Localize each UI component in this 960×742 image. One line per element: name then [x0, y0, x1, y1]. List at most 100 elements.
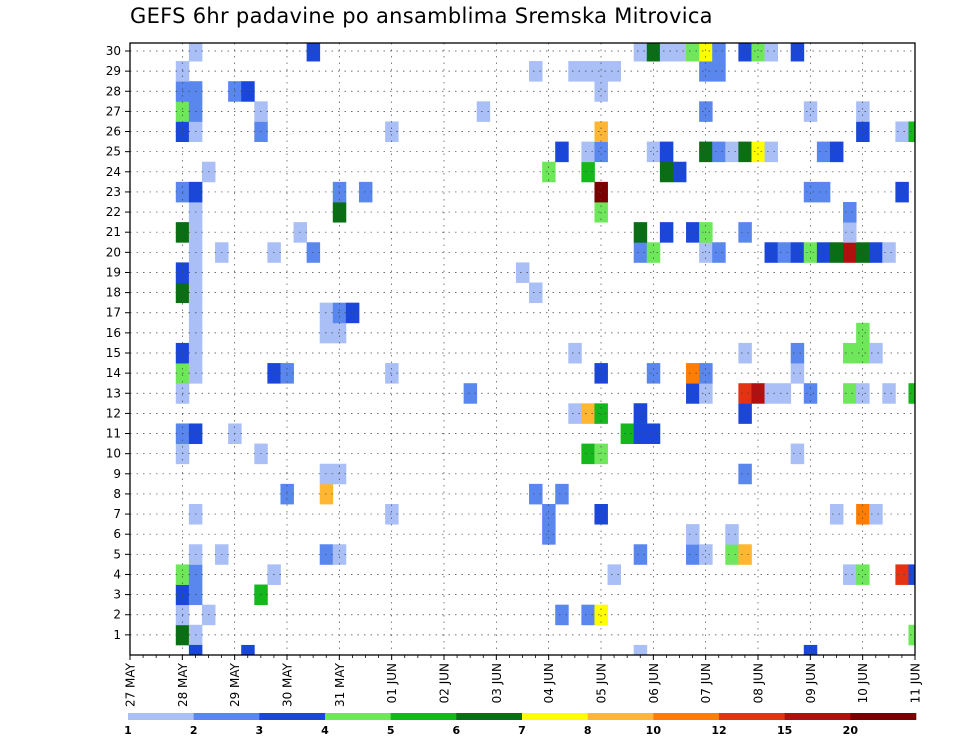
- chart-title: GEFS 6hr padavine po ansamblima Sremska …: [130, 4, 713, 28]
- precip-cell: [699, 544, 713, 565]
- precip-cell: [829, 141, 844, 163]
- precip-cell: [646, 141, 661, 163]
- precip-cell: [790, 43, 805, 62]
- x-tick-label: 28 MAY: [176, 662, 190, 707]
- precip-cell: [764, 43, 779, 62]
- precip-cell: [699, 242, 713, 263]
- precip-cell: [777, 242, 792, 263]
- x-tick-label: 04 JUN: [542, 663, 556, 703]
- y-tick-label: 23: [106, 185, 121, 199]
- legend-label: 2: [190, 724, 198, 737]
- precip-cell: [542, 504, 556, 525]
- precip-cell: [568, 342, 582, 364]
- precip-cell: [581, 61, 595, 82]
- precip-cell: [843, 383, 857, 404]
- precip-cell: [856, 242, 870, 263]
- precip-cell: [568, 61, 582, 82]
- precip-cell: [607, 61, 622, 82]
- precip-cell: [738, 544, 752, 565]
- y-tick-label: 7: [113, 507, 121, 521]
- precip-cell: [738, 43, 752, 62]
- precip-cell: [764, 141, 779, 163]
- y-tick-label: 9: [113, 467, 121, 481]
- legend-label: 6: [453, 724, 461, 737]
- precip-cell: [882, 383, 896, 404]
- precip-cell: [581, 403, 595, 424]
- precip-cell: [646, 242, 661, 263]
- precip-cell: [241, 644, 255, 656]
- precip-cell: [790, 443, 805, 465]
- precip-cell: [843, 222, 857, 243]
- precip-cell: [895, 121, 909, 142]
- y-axis: 1234567891011121314151617181920212223242…: [106, 44, 130, 642]
- precip-cell: [699, 43, 713, 62]
- legend: 1 2 3 4 5 6 7 8 10 12 15 20: [124, 713, 917, 737]
- precip-cell: [725, 544, 739, 565]
- precip-cell: [555, 604, 569, 626]
- precip-cell: [803, 181, 818, 203]
- precip-cell: [633, 644, 648, 656]
- legend-label: 8: [584, 724, 592, 737]
- precip-cell: [816, 141, 831, 163]
- precip-cell: [856, 504, 870, 525]
- precip-cell: [712, 43, 726, 62]
- precip-cell: [908, 383, 916, 404]
- precip-cell: [686, 524, 700, 545]
- x-tick-label: 01 JUN: [385, 663, 399, 703]
- y-tick-label: 16: [106, 326, 121, 340]
- y-tick-label: 26: [106, 125, 121, 139]
- y-tick-label: 12: [106, 406, 121, 420]
- y-tick-label: 19: [106, 265, 121, 279]
- precip-cell: [790, 363, 805, 384]
- precip-cell: [542, 524, 556, 545]
- y-tick-label: 5: [113, 547, 121, 561]
- precip-cell: [633, 242, 648, 263]
- y-tick-label: 27: [106, 104, 121, 118]
- y-tick-label: 25: [106, 145, 121, 159]
- legend-label: 4: [321, 724, 329, 737]
- precip-cell: [188, 644, 203, 656]
- y-tick-label: 3: [113, 588, 121, 602]
- precip-cell: [529, 483, 543, 505]
- legend-swatch: [390, 713, 457, 720]
- precip-cell: [659, 161, 674, 183]
- precip-cell: [332, 322, 347, 344]
- precip-cell: [529, 61, 543, 82]
- precip-cell: [790, 242, 805, 263]
- y-tick-label: 20: [106, 245, 121, 259]
- precip-cell: [385, 121, 399, 142]
- precip-cell: [659, 43, 674, 62]
- x-tick-label: 11 JUN: [909, 663, 923, 703]
- precip-cell: [594, 181, 608, 203]
- precip-cell: [725, 141, 739, 163]
- precip-cell: [633, 403, 648, 424]
- precip-cell: [856, 121, 870, 142]
- precip-cell: [358, 181, 373, 203]
- precip-cell: [699, 61, 713, 82]
- precip-cell: [633, 43, 648, 62]
- precip-cell: [790, 342, 805, 364]
- legend-label: 20: [843, 724, 859, 737]
- precip-cell: [188, 43, 203, 62]
- precip-cell: [869, 242, 883, 263]
- precip-cell: [594, 81, 608, 102]
- x-axis: 27 MAY 28 MAY 29 MAY 30 MAY 31 MAY 01 JUN 02 J…: [124, 655, 923, 707]
- legend-label: 15: [777, 724, 792, 737]
- precip-cell: [712, 242, 726, 263]
- precip-cell: [895, 181, 909, 203]
- precip-cell: [751, 141, 765, 163]
- y-tick-label: 30: [106, 44, 121, 58]
- precip-cell: [594, 61, 608, 82]
- precip-cell: [869, 504, 883, 525]
- precip-cell: [332, 544, 347, 565]
- precip-cell: [672, 161, 687, 183]
- legend-label: 5: [387, 724, 395, 737]
- precip-cell: [620, 423, 635, 444]
- y-tick-label: 1: [113, 628, 121, 642]
- precip-cell: [738, 463, 752, 485]
- precip-cell: [568, 403, 582, 424]
- x-tick-label: 06 JUN: [647, 663, 661, 703]
- precip-cell: [699, 141, 713, 163]
- x-tick-label: 07 JUN: [699, 663, 713, 703]
